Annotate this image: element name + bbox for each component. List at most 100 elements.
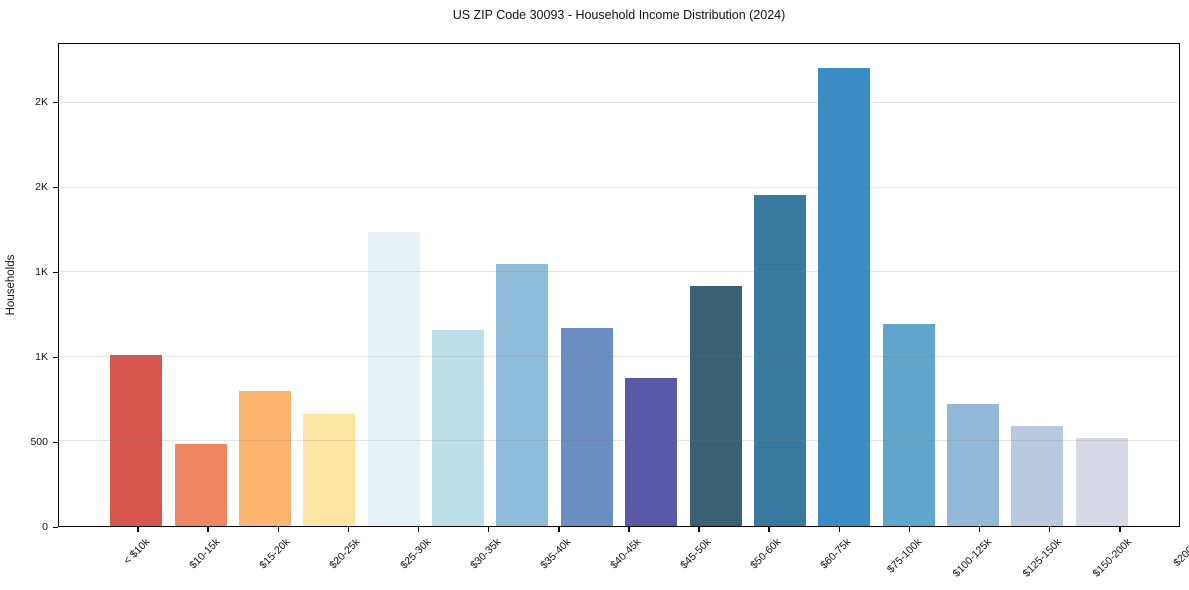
bar-50-60k xyxy=(689,285,742,526)
x-tick-label: < $10k xyxy=(121,536,153,567)
x-tick xyxy=(838,527,841,532)
x-label-slot: $75-100k xyxy=(874,534,944,586)
x-tick-label: $30-35k xyxy=(467,536,504,572)
x-tick xyxy=(1048,527,1051,532)
x-label-slot: $25-30k xyxy=(384,534,454,586)
x-axis-ticks xyxy=(58,527,1189,533)
x-tick xyxy=(417,527,420,532)
x-tick xyxy=(137,527,139,532)
x-tick xyxy=(347,527,350,532)
bar-slot xyxy=(426,44,490,526)
bar-slot xyxy=(812,44,876,526)
bar-45-50k xyxy=(625,378,678,526)
x-label-slot: $125-150k xyxy=(1015,534,1085,586)
bar-40-45k xyxy=(560,328,613,526)
x-tick xyxy=(628,527,630,532)
y-tick xyxy=(53,356,58,358)
x-label-slot: $35-40k xyxy=(524,534,594,586)
x-tick-label: $60-75k xyxy=(818,536,854,572)
bar-200k xyxy=(1075,438,1128,526)
x-tick-slot xyxy=(524,527,594,533)
x-tick-slot xyxy=(454,527,524,533)
y-tick xyxy=(53,526,58,528)
x-label-slot: $15-20k xyxy=(243,534,313,586)
bar-slot xyxy=(233,44,297,526)
bar-15-20k xyxy=(238,390,291,526)
bar-30-35k xyxy=(432,329,485,526)
x-label-slot: $45-50k xyxy=(664,534,734,586)
bar-20-25k xyxy=(303,414,356,526)
x-tick-label: $100-125k xyxy=(950,536,995,580)
x-tick-slot xyxy=(664,527,734,533)
x-tick-slot xyxy=(1085,527,1155,533)
bar-slot xyxy=(877,44,941,526)
x-tick-label: $45-50k xyxy=(678,536,714,572)
bar-125-150k xyxy=(947,404,1000,526)
y-tick xyxy=(53,101,58,103)
x-label-slot: $200k+ xyxy=(1155,534,1189,586)
y-tick-label: 2K xyxy=(35,181,48,194)
bar-150-200k xyxy=(1011,426,1064,526)
x-tick xyxy=(207,527,209,532)
y-tick-label: 500 xyxy=(30,436,48,449)
bar-slot xyxy=(555,44,619,526)
y-tick-label: 2K xyxy=(35,96,48,109)
x-tick xyxy=(698,527,700,532)
x-label-slot: $100-125k xyxy=(945,534,1015,586)
x-tick-slot xyxy=(103,527,173,533)
x-tick-slot xyxy=(313,527,383,533)
x-tick-slot xyxy=(1155,527,1189,533)
x-label-slot: $150-200k xyxy=(1085,534,1155,586)
x-tick-label: $15-20k xyxy=(257,536,293,572)
x-tick xyxy=(487,527,490,532)
x-tick-slot xyxy=(945,527,1015,533)
x-tick xyxy=(768,527,770,532)
chart-title: US ZIP Code 30093 - Household Income Dis… xyxy=(452,8,786,22)
x-tick-label: $10-15k xyxy=(187,536,223,572)
bar-35-40k xyxy=(496,263,549,526)
x-tick xyxy=(978,527,981,532)
x-tick-label: $150-200k xyxy=(1090,536,1135,580)
x-tick-slot xyxy=(243,527,313,533)
x-axis-labels: < $10k $10-15k $15-20k $20-25k $25-30k $30-35… xyxy=(58,534,1189,586)
x-tick-label: $50-60k xyxy=(748,536,784,572)
bar-10k xyxy=(110,355,163,526)
x-tick-label: $35-40k xyxy=(537,536,574,572)
y-axis: 0 500 1K 1K 2K 2K xyxy=(0,43,58,533)
y-tick xyxy=(53,441,58,443)
bar-slot xyxy=(619,44,683,526)
y-tick-label: 1K xyxy=(35,266,48,279)
bar-slot xyxy=(297,44,361,526)
x-tick xyxy=(558,527,560,532)
x-label-slot: $30-35k xyxy=(454,534,524,586)
plot-area xyxy=(58,43,1180,527)
x-label-slot: < $10k xyxy=(103,534,173,586)
x-label-slot: $10-15k xyxy=(173,534,243,586)
bar-slot xyxy=(490,44,554,526)
bar-slot xyxy=(168,44,232,526)
bar-60-75k xyxy=(753,194,806,526)
x-tick-slot xyxy=(874,527,944,533)
y-tick-label: 0 xyxy=(42,521,48,533)
x-tick-slot xyxy=(384,527,454,533)
bar-slot xyxy=(941,44,1005,526)
x-tick-slot xyxy=(594,527,664,533)
x-label-slot: $20-25k xyxy=(313,534,383,586)
x-tick-slot xyxy=(734,527,804,533)
bars-container xyxy=(59,44,1179,526)
bar-slot xyxy=(1005,44,1069,526)
bar-75-100k xyxy=(818,67,871,526)
bar-slot xyxy=(683,44,747,526)
x-tick-label: $20-25k xyxy=(327,536,363,572)
x-tick-label: $40-45k xyxy=(608,536,644,572)
x-tick-slot xyxy=(804,527,874,533)
x-tick-label: $125-150k xyxy=(1020,536,1065,580)
x-tick-label: $25-30k xyxy=(397,536,434,572)
y-tick xyxy=(53,186,58,188)
x-tick-slot xyxy=(1015,527,1085,533)
x-tick xyxy=(277,527,280,532)
y-tick xyxy=(53,271,58,273)
x-label-slot: $50-60k xyxy=(734,534,804,586)
bar-slot xyxy=(104,44,168,526)
